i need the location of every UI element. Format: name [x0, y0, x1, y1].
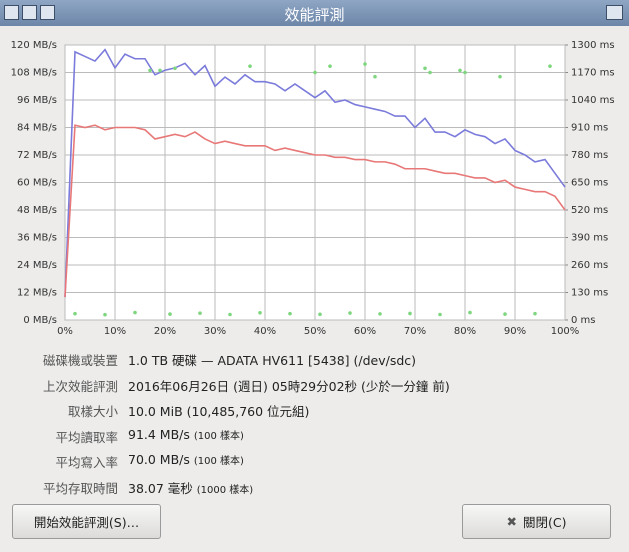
chart: 0 MB/s 12 MB/s 24 MB/s 36 MB/s 48 MB/s 60 MB/…	[11, 40, 615, 337]
data-point	[363, 62, 367, 66]
data-point	[133, 310, 137, 315]
data-point	[468, 310, 472, 315]
x-tick-label: 40%	[254, 326, 276, 337]
data-point	[103, 312, 107, 317]
data-point	[158, 68, 162, 73]
data-point	[503, 312, 507, 316]
y2-tick-label: 650 ms	[571, 178, 608, 189]
button-label: 關閉(C)	[523, 515, 567, 530]
x-tick-label: 60%	[354, 326, 376, 337]
x-tick-label: 20%	[154, 326, 176, 337]
y2-tick-label: 1040 ms	[571, 95, 615, 106]
close-icon: ✖	[506, 514, 517, 529]
x-tick-label: 0%	[57, 326, 73, 337]
info-note: (100 樣本)	[193, 430, 244, 442]
data-point	[548, 64, 552, 68]
y-tick-label: 0 MB/s	[23, 315, 57, 326]
y-tick-label: 60 MB/s	[17, 178, 57, 189]
data-point	[248, 64, 252, 68]
info-value: 1.0 TB 硬碟 — ADATA HV611 [5438] (/dev/sdc…	[128, 353, 417, 368]
data-point	[148, 68, 152, 73]
info-label: 平均存取時間	[42, 480, 118, 496]
data-point	[168, 312, 172, 316]
data-point	[373, 74, 377, 79]
data-point	[198, 311, 202, 316]
x-tick-label: 70%	[404, 326, 426, 337]
button-label: 開始效能評測(S)…	[33, 515, 140, 530]
y-tick-label: 36 MB/s	[17, 233, 57, 244]
y-tick-label: 48 MB/s	[17, 205, 57, 216]
menu-button[interactable]	[606, 5, 623, 20]
info-value-row: 70.0 MB/s (100 樣本)	[128, 452, 244, 467]
info-value: 2016年06月26日 (週日) 05時29分02秒 (少於一分鐘 前)	[128, 378, 450, 394]
x-tick-label: 100%	[551, 326, 580, 337]
y-tick-label: 72 MB/s	[17, 150, 57, 161]
data-point	[438, 312, 442, 317]
data-point	[463, 70, 467, 75]
info-value-row: 10.0 MiB (10,485,760 位元組)	[128, 401, 309, 420]
info-label: 平均寫入率	[55, 455, 118, 470]
info-label: 平均讀取率	[55, 429, 118, 445]
start-benchmark-button[interactable]: 開始效能評測(S)…	[12, 504, 161, 539]
y-tick-label: 120 MB/s	[11, 40, 57, 51]
y-tick-label: 24 MB/s	[17, 260, 57, 271]
y2-tick-label: 780 ms	[571, 150, 608, 161]
x-tick-label: 30%	[204, 326, 226, 337]
info-label: 磁碟機或裝置	[42, 353, 118, 368]
data-point	[173, 66, 177, 71]
y2-tick-label: 520 ms	[571, 205, 608, 216]
y-tick-label: 12 MB/s	[17, 288, 57, 299]
data-point	[318, 312, 322, 317]
y2-tick-label: 130 ms	[571, 288, 608, 299]
data-point	[423, 66, 427, 71]
y2-tick-label: 390 ms	[571, 233, 608, 244]
y-tick-label: 84 MB/s	[17, 123, 57, 134]
y-tick-label: 96 MB/s	[17, 95, 57, 106]
data-point	[328, 64, 332, 68]
data-point	[378, 312, 382, 316]
x-tick-label: 90%	[504, 326, 526, 337]
info-value: 38.07 毫秒	[128, 480, 193, 496]
info-label: 取樣大小	[67, 404, 118, 419]
y2-tick-label: 260 ms	[571, 260, 608, 271]
data-point	[258, 311, 262, 315]
data-point	[498, 74, 502, 79]
info-value-row: 38.07 毫秒 (1000 樣本)	[128, 478, 253, 497]
info-value-row: 91.4 MB/s (100 樣本)	[128, 427, 244, 442]
info-label: 上次效能評測	[42, 378, 118, 394]
data-point	[458, 68, 462, 73]
minimize-button[interactable]	[40, 5, 55, 20]
data-point	[288, 311, 292, 316]
y2-tick-label: 1170 ms	[571, 68, 615, 79]
close-button[interactable]: ✖ 關閉(C)	[462, 504, 611, 539]
info-value-row: 1.0 TB 硬碟 — ADATA HV611 [5438] (/dev/sdc…	[128, 350, 416, 369]
info-note: (1000 樣本)	[196, 484, 254, 496]
info-value: 10.0 MiB (10,485,760 位元組)	[128, 404, 310, 419]
y2-tick-label: 1300 ms	[571, 40, 615, 51]
info-note: (100 樣本)	[193, 456, 244, 467]
y-tick-label: 108 MB/s	[11, 68, 57, 79]
data-line	[64, 124, 566, 298]
window-title: 效能評測	[284, 6, 345, 24]
title-bar: 效能評測	[0, 0, 629, 26]
info-value: 70.0 MB/s	[128, 452, 190, 467]
data-point	[313, 70, 317, 75]
y2-tick-label: 910 ms	[571, 123, 608, 134]
info-value: 91.4 MB/s	[128, 426, 190, 442]
x-tick-label: 10%	[104, 326, 126, 337]
data-point	[533, 311, 537, 316]
maximize-button[interactable]	[22, 5, 37, 20]
data-point	[348, 311, 352, 315]
x-tick-label: 50%	[304, 326, 326, 337]
y2-tick-label: 0 ms	[571, 315, 596, 326]
close-window-button[interactable]	[4, 5, 19, 20]
data-point	[73, 311, 77, 316]
data-point	[228, 312, 232, 317]
data-point	[428, 70, 432, 75]
info-value-row: 2016年06月26日 (週日) 05時29分02秒 (少於一分鐘 前)	[128, 376, 450, 395]
x-tick-label: 80%	[454, 326, 476, 337]
data-point	[408, 311, 412, 316]
data-line	[64, 48, 566, 298]
